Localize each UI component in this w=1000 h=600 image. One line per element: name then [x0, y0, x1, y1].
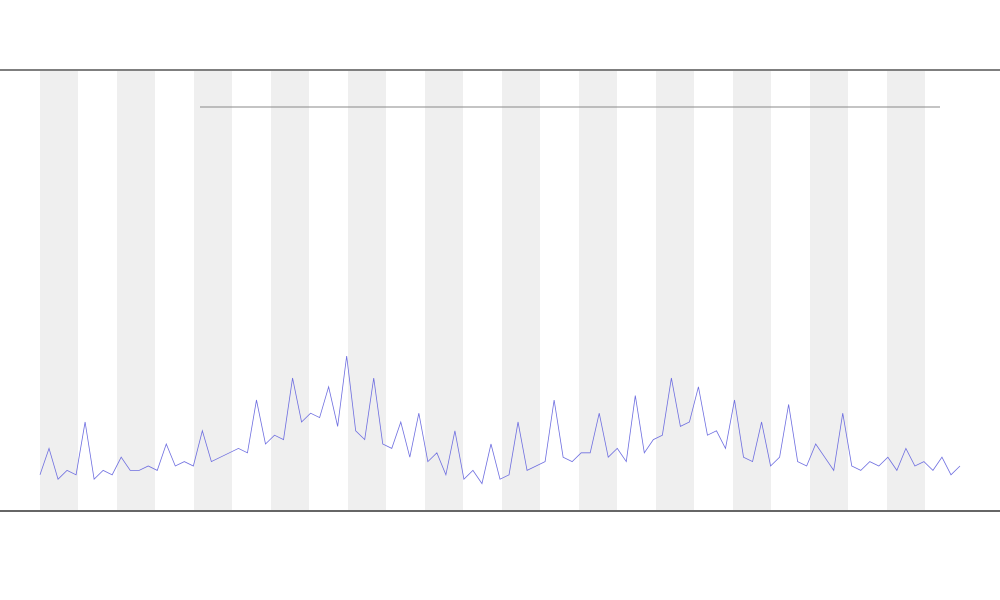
band — [194, 71, 232, 510]
band — [810, 71, 848, 510]
band — [40, 71, 78, 510]
band — [656, 71, 694, 510]
band — [579, 71, 617, 510]
band — [271, 71, 309, 510]
band — [733, 71, 771, 510]
band — [425, 71, 463, 510]
band — [887, 71, 925, 510]
band — [117, 71, 155, 510]
band — [348, 71, 386, 510]
band — [502, 71, 540, 510]
data-line — [39, 355, 961, 485]
background-bands — [40, 71, 925, 510]
